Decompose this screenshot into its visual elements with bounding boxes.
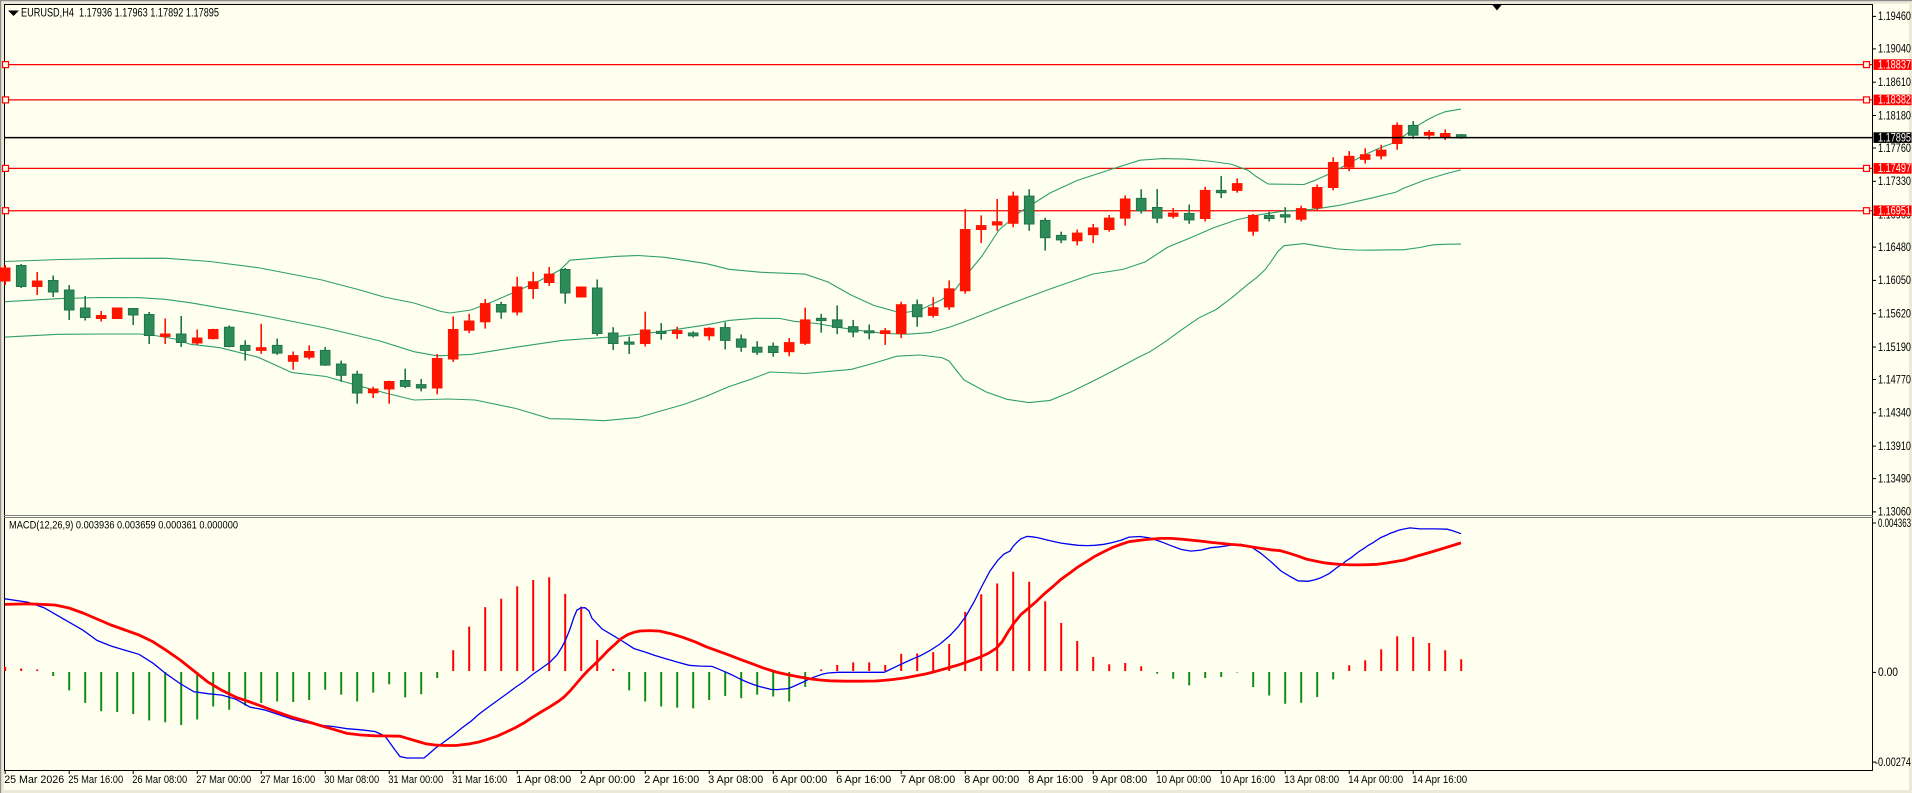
svg-text:6 Apr 16:00: 6 Apr 16:00	[836, 774, 891, 786]
svg-text:3 Apr 08:00: 3 Apr 08:00	[708, 774, 763, 786]
svg-text:1.17895: 1.17895	[1878, 130, 1911, 144]
svg-text:26 Mar 08:00: 26 Mar 08:00	[132, 774, 187, 786]
svg-text:10 Apr 00:00: 10 Apr 00:00	[1156, 774, 1211, 786]
svg-text:27 Mar 00:00: 27 Mar 00:00	[196, 774, 251, 786]
svg-text:1.18382: 1.18382	[1878, 93, 1911, 107]
svg-text:1.19040: 1.19040	[1878, 42, 1911, 56]
svg-text:-0.00274: -0.00274	[1875, 755, 1911, 769]
svg-text:8 Apr 00:00: 8 Apr 00:00	[964, 774, 1019, 786]
svg-text:1.17760: 1.17760	[1878, 141, 1911, 155]
svg-text:1.13060: 1.13060	[1878, 505, 1911, 519]
svg-text:1.17497: 1.17497	[1878, 161, 1911, 175]
svg-text:8 Apr 16:00: 8 Apr 16:00	[1028, 774, 1083, 786]
svg-text:7 Apr 08:00: 7 Apr 08:00	[900, 774, 955, 786]
svg-text:1.14770: 1.14770	[1878, 372, 1911, 386]
svg-text:31 Mar 16:00: 31 Mar 16:00	[452, 774, 507, 786]
svg-text:25 Mar 16:00: 25 Mar 16:00	[68, 774, 123, 786]
svg-text:10 Apr 16:00: 10 Apr 16:00	[1220, 774, 1275, 786]
svg-text:2 Apr 16:00: 2 Apr 16:00	[644, 774, 699, 786]
svg-text:13 Apr 08:00: 13 Apr 08:00	[1284, 774, 1339, 786]
svg-text:6 Apr 00:00: 6 Apr 00:00	[772, 774, 827, 786]
svg-text:1.17330: 1.17330	[1878, 174, 1911, 188]
svg-text:27 Mar 16:00: 27 Mar 16:00	[260, 774, 315, 786]
svg-text:1.18837: 1.18837	[1878, 57, 1911, 71]
svg-text:1.16050: 1.16050	[1878, 273, 1911, 287]
svg-text:1.15190: 1.15190	[1878, 340, 1911, 354]
svg-text:30 Mar 08:00: 30 Mar 08:00	[324, 774, 379, 786]
svg-text:1.15620: 1.15620	[1878, 307, 1911, 321]
svg-text:0.00: 0.00	[1878, 665, 1898, 679]
svg-text:1.13910: 1.13910	[1878, 439, 1911, 453]
svg-text:1.18180: 1.18180	[1878, 108, 1911, 122]
svg-text:14 Apr 00:00: 14 Apr 00:00	[1348, 774, 1403, 786]
svg-text:1.18610: 1.18610	[1878, 75, 1911, 89]
svg-text:2 Apr 00:00: 2 Apr 00:00	[580, 774, 635, 786]
svg-text:9 Apr 08:00: 9 Apr 08:00	[1092, 774, 1147, 786]
svg-text:1.14340: 1.14340	[1878, 406, 1911, 420]
svg-text:31 Mar 00:00: 31 Mar 00:00	[388, 774, 443, 786]
svg-text:MACD(12,26,9) 0.003936 0.00365: MACD(12,26,9) 0.003936 0.003659 0.000361…	[9, 520, 238, 532]
svg-text:25 Mar 2026: 25 Mar 2026	[4, 774, 64, 786]
svg-text:1.19460: 1.19460	[1878, 9, 1911, 23]
svg-text:1.16951: 1.16951	[1878, 204, 1911, 218]
svg-text:1 Apr 08:00: 1 Apr 08:00	[516, 774, 571, 786]
svg-text:EURUSD,H4 1.17936 1.17963 1.1: EURUSD,H4 1.17936 1.17963 1.17892 1.1789…	[21, 6, 219, 20]
svg-text:14 Apr 16:00: 14 Apr 16:00	[1412, 774, 1467, 786]
svg-text:1.16480: 1.16480	[1878, 240, 1911, 254]
svg-text:0.004363: 0.004363	[1878, 516, 1911, 530]
svg-text:1.13490: 1.13490	[1878, 471, 1911, 485]
